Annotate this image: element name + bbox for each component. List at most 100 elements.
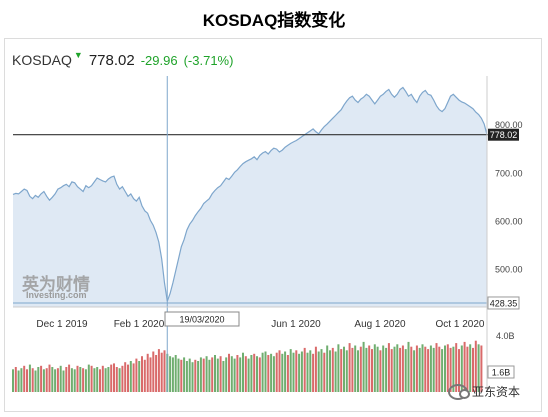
volume-bar — [12, 369, 14, 392]
volume-bar — [225, 357, 228, 392]
volume-bar — [295, 350, 298, 392]
volume-bar — [101, 365, 104, 392]
volume-bar — [163, 350, 166, 392]
volume-bar — [169, 356, 172, 392]
volume-bar — [110, 364, 113, 392]
crosshair-date-label: 19/03/2020 — [179, 315, 224, 325]
volume-bar — [441, 349, 444, 392]
volume-bar — [205, 356, 208, 392]
volume-bar — [51, 367, 54, 392]
volume-bar — [264, 351, 267, 392]
volume-bar — [135, 358, 138, 392]
price-area — [12, 86, 488, 307]
volume-bar — [141, 356, 143, 392]
volume-bar — [20, 368, 23, 392]
investing-logo-sub: Investing.com — [26, 290, 87, 300]
volume-bar — [309, 350, 312, 392]
price-area-fill — [13, 87, 487, 307]
volume-bar — [242, 352, 244, 392]
volume-bar — [129, 361, 132, 392]
volume-bar — [401, 345, 404, 392]
crosshair-date-tag — [164, 311, 240, 327]
volume-bar — [84, 369, 87, 392]
volume-bar — [82, 368, 85, 392]
volume-bar — [146, 353, 149, 392]
volume-bar — [404, 349, 407, 392]
volume-bar — [463, 341, 466, 392]
volume-bar — [258, 357, 261, 392]
volume-bar — [76, 365, 79, 392]
volume-bar — [247, 358, 250, 392]
volume-bar — [31, 368, 34, 392]
volume-bar — [104, 368, 107, 392]
volume-bar — [429, 345, 432, 392]
volume-bar — [28, 364, 31, 392]
y-tick-label: 700.00 — [495, 168, 523, 178]
volume-bar — [373, 344, 376, 392]
volume-bar — [306, 352, 309, 392]
volume-bar — [121, 365, 124, 392]
volume-bar — [281, 353, 284, 392]
volume-bar — [329, 350, 331, 392]
volume-tick-label: 4.0B — [496, 331, 515, 341]
volume-bar — [216, 358, 219, 392]
volume-bar — [427, 349, 430, 392]
volume-bar — [197, 361, 200, 392]
volume-bar — [155, 355, 158, 392]
volume-bar — [236, 355, 239, 392]
volume-bar — [157, 349, 160, 392]
volume-bar — [45, 368, 48, 392]
volume-bar — [219, 356, 222, 392]
chart-lines — [13, 76, 520, 392]
low-price-label: 428.35 — [490, 298, 518, 308]
volume-bar — [438, 346, 441, 392]
volume-bar — [214, 355, 216, 392]
volume-bar — [460, 345, 463, 392]
volume-bar — [466, 346, 469, 392]
volume-bar — [458, 349, 460, 392]
volume-bar — [191, 362, 194, 392]
volume-bar — [446, 344, 449, 392]
volume-bar — [99, 369, 101, 392]
volume-bar — [183, 357, 186, 392]
last-price: 778.02 — [88, 52, 135, 69]
volume-bar — [418, 347, 421, 392]
volume-bar — [480, 345, 483, 392]
volume-bar — [421, 344, 424, 392]
volume-bar — [393, 346, 396, 392]
volume-bar — [48, 364, 51, 392]
volume-bar — [340, 349, 343, 392]
volume-bar — [365, 347, 368, 392]
volume-bar — [233, 358, 236, 392]
last-price-tag — [488, 128, 519, 141]
volume-bar — [472, 347, 474, 392]
volume-bar — [73, 369, 76, 392]
volume-bar — [90, 365, 93, 392]
volume-bar — [385, 347, 388, 392]
symbol-name[interactable]: KOSDAQ — [12, 52, 72, 68]
volume-bar — [185, 361, 188, 392]
volume-bar — [113, 363, 115, 392]
volume-bar — [348, 343, 351, 392]
volume-bar — [256, 356, 258, 392]
volume-bar — [331, 347, 334, 392]
volume-bar — [382, 345, 385, 392]
volume-bar — [93, 368, 96, 392]
volume-bar — [477, 344, 480, 392]
x-tick-label: Dec 1 2019 — [36, 319, 88, 330]
price-series-line — [12, 86, 488, 302]
volume-bar — [79, 367, 82, 392]
down-arrow-icon: ▼ — [73, 50, 83, 60]
volume-bar — [34, 370, 37, 392]
volume-bar — [188, 358, 191, 392]
volume-bar — [253, 353, 256, 392]
volume-bar — [452, 346, 455, 392]
low-price-tag — [487, 296, 520, 310]
volume-bar — [267, 355, 270, 392]
volume-bar — [132, 363, 135, 392]
volume-bar — [407, 341, 410, 392]
volume-bar — [138, 361, 141, 392]
brand-mark: 亚东资本 — [448, 383, 520, 400]
x-tick-label: Oct 1 2020 — [436, 319, 485, 330]
